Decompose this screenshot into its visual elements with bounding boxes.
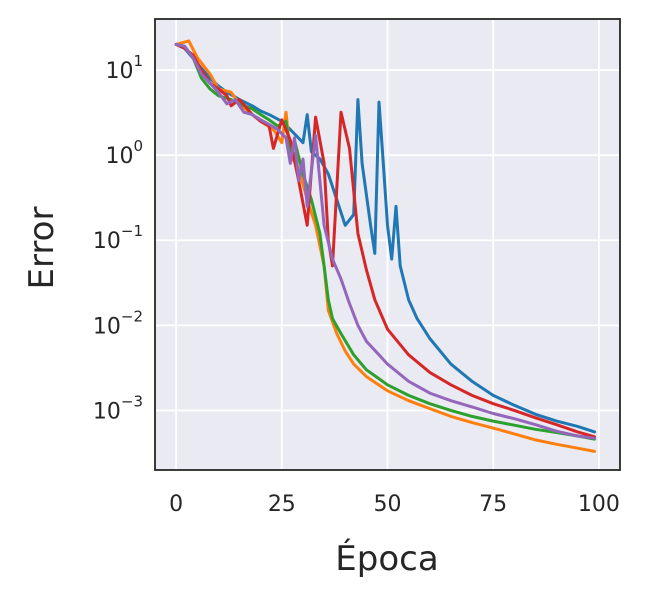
y-tick-label: 100 <box>105 137 143 169</box>
y-tick-base: 10 <box>93 399 121 424</box>
x-axis-ticks: 0 25 50 75 100 <box>169 492 620 517</box>
x-tick-label: 0 <box>169 492 183 517</box>
plot-frame <box>154 18 621 471</box>
y-tick-exponent: −3 <box>121 392 143 410</box>
y-tick-exponent: −1 <box>121 222 143 240</box>
x-tick-label: 100 <box>578 492 620 517</box>
y-tick-base: 10 <box>93 314 121 339</box>
y-tick-base: 10 <box>93 229 121 254</box>
x-tick-label: 75 <box>479 492 507 517</box>
x-axis-label: Época <box>335 538 438 579</box>
y-tick-base: 10 <box>105 59 133 84</box>
y-tick-label: 10−2 <box>93 307 143 339</box>
x-tick-label: 25 <box>268 492 296 517</box>
series-line-5 <box>174 42 597 440</box>
series-line-4 <box>174 42 597 439</box>
y-tick-exponent: 0 <box>133 137 143 155</box>
series-group <box>174 39 597 453</box>
y-tick-label: 10−3 <box>93 392 143 424</box>
series-line-1 <box>174 42 597 434</box>
y-tick-label: 10−1 <box>93 222 143 254</box>
y-tick-exponent: 1 <box>133 52 143 70</box>
y-tick-exponent: −2 <box>121 307 143 325</box>
grid <box>155 19 620 470</box>
y-tick-label: 101 <box>105 52 143 84</box>
x-tick-label: 50 <box>374 492 402 517</box>
y-axis-label: Error <box>22 207 62 290</box>
y-tick-base: 10 <box>105 144 133 169</box>
